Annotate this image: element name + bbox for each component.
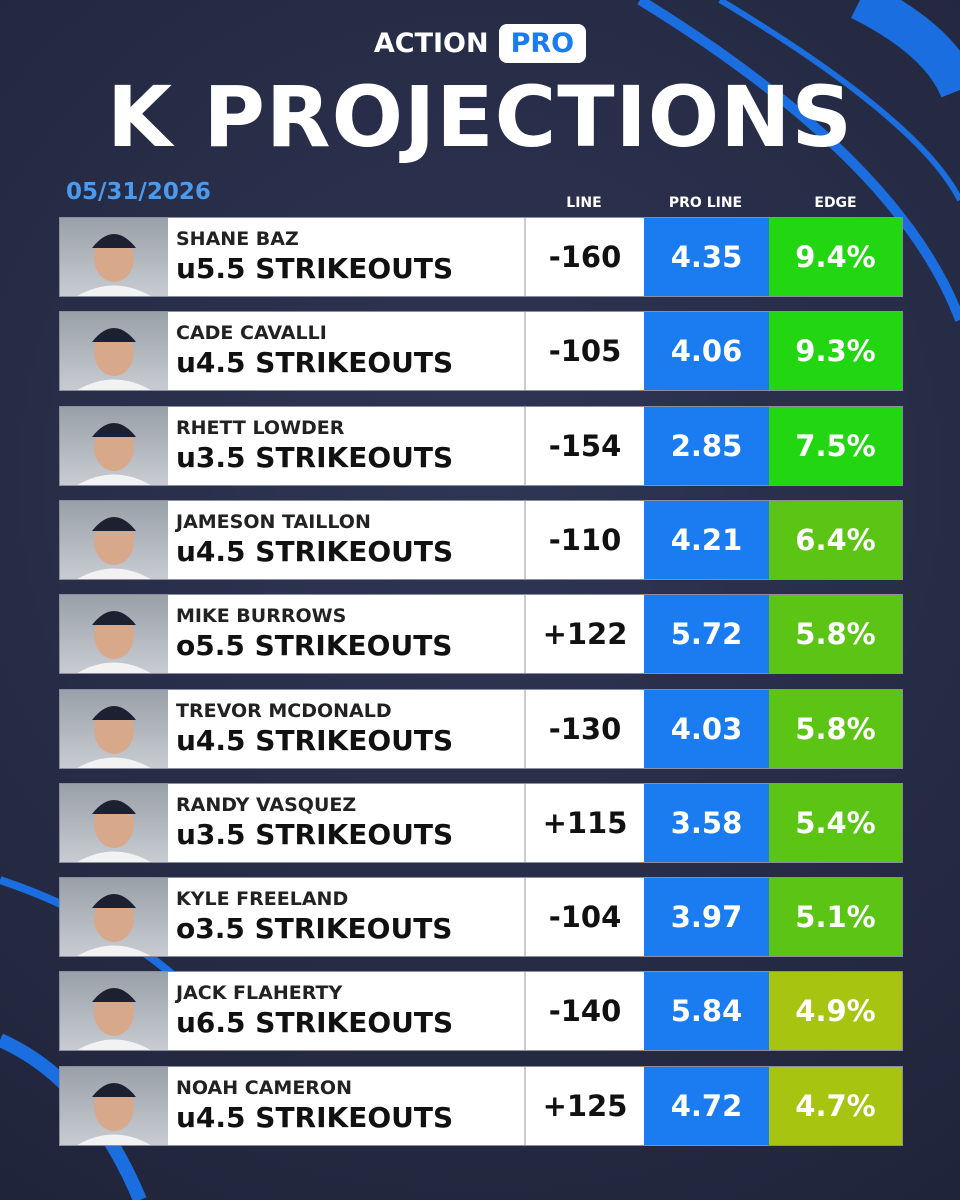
row: CADE CAVALLI u4.5 STRIKEOUTS -105 4.06 9.3% <box>59 311 903 392</box>
line: -105 <box>526 312 644 391</box>
player-photo <box>60 972 168 1051</box>
pick: u3.5 STRIKEOUTS <box>176 440 454 474</box>
column-header: PRO LINE <box>668 195 743 211</box>
line: -160 <box>526 218 644 296</box>
row: TREVOR MCDONALD u4.5 STRIKEOUTS -130 4.03 5.… <box>59 688 903 769</box>
edge: 6.4% <box>769 500 902 579</box>
pick: u4.5 STRIKEOUTS <box>176 1100 454 1134</box>
pick: u6.5 STRIKEOUTS <box>176 1006 454 1040</box>
brand-text: ACTION <box>373 28 489 59</box>
pick: o5.5 STRIKEOUTS <box>176 629 453 663</box>
pick-info: MIKE BURROWS o5.5 STRIKEOUTS <box>168 595 526 674</box>
photo-silhouette <box>77 988 151 1051</box>
edge: 9.4% <box>769 218 902 296</box>
pick-info: JAMESON TAILLON u4.5 STRIKEOUTS <box>168 500 526 579</box>
pro-line: 4.72 <box>644 1066 769 1145</box>
row: NOAH CAMERON u4.5 STRIKEOUTS +125 4.72 4.7% <box>59 1065 903 1146</box>
player-photo <box>60 595 168 674</box>
pro-line: 4.21 <box>644 500 769 579</box>
line: -140 <box>526 972 644 1051</box>
player-name: JAMESON TAILLON <box>176 510 371 533</box>
row: RANDY VASQUEZ u3.5 STRIKEOUTS +115 3.58 5.4% <box>59 782 903 863</box>
player-photo <box>60 312 168 391</box>
edge: 9.3% <box>769 312 902 391</box>
photo-silhouette <box>77 799 151 862</box>
photo-silhouette <box>77 611 151 674</box>
pro-line: 5.72 <box>644 595 769 674</box>
photo-silhouette <box>77 234 151 296</box>
brand-badge: PRO <box>498 24 587 63</box>
row: RHETT LOWDER u3.5 STRIKEOUTS -154 2.85 7.5% <box>59 405 903 486</box>
player-name: CADE CAVALLI <box>176 322 327 345</box>
pick-info: TREVOR MCDONALD u4.5 STRIKEOUTS <box>168 689 526 768</box>
title: K PROJECTIONS <box>106 68 854 166</box>
photo-silhouette <box>77 705 151 768</box>
player-name: KYLE FREELAND <box>176 888 349 911</box>
player-photo <box>60 500 168 579</box>
row: SHANE BAZ u5.5 STRIKEOUTS -160 4.35 9.4% <box>59 217 903 297</box>
player-photo <box>60 218 168 296</box>
line: -154 <box>526 406 644 485</box>
pick: o3.5 STRIKEOUTS <box>176 912 453 946</box>
line: -104 <box>526 878 644 957</box>
line: -110 <box>526 500 644 579</box>
edge: 7.5% <box>769 406 902 485</box>
photo-silhouette <box>77 328 151 391</box>
pro-line: 5.84 <box>644 972 769 1051</box>
line: -130 <box>526 689 644 768</box>
photo-silhouette <box>77 1082 151 1145</box>
column-header: LINE <box>566 195 602 211</box>
pick-info: NOAH CAMERON u4.5 STRIKEOUTS <box>168 1066 526 1145</box>
row: KYLE FREELAND o3.5 STRIKEOUTS -104 3.97 5.1% <box>59 877 903 958</box>
pick: u5.5 STRIKEOUTS <box>176 252 454 285</box>
photo-silhouette <box>77 422 151 485</box>
edge: 5.1% <box>769 878 902 957</box>
pick: u4.5 STRIKEOUTS <box>176 346 454 380</box>
edge: 5.8% <box>769 595 902 674</box>
pro-line: 2.85 <box>644 406 769 485</box>
player-photo <box>60 406 168 485</box>
player-name: SHANE BAZ <box>176 228 299 250</box>
pro-line: 3.58 <box>644 783 769 862</box>
edge: 5.8% <box>769 689 902 768</box>
player-name: RHETT LOWDER <box>176 416 345 439</box>
line: +115 <box>526 783 644 862</box>
edge: 5.4% <box>769 783 902 862</box>
line: +125 <box>526 1066 644 1145</box>
pick-info: JACK FLAHERTY u6.5 STRIKEOUTS <box>168 972 526 1051</box>
pick-info: CADE CAVALLI u4.5 STRIKEOUTS <box>168 312 526 391</box>
pro-line: 4.03 <box>644 689 769 768</box>
edge: 4.9% <box>769 972 902 1051</box>
player-photo <box>60 1066 168 1145</box>
player-photo <box>60 689 168 768</box>
date: 05/31/2026 <box>66 179 211 205</box>
player-photo <box>60 878 168 957</box>
edge: 4.7% <box>769 1066 902 1145</box>
pro-line: 4.06 <box>644 312 769 391</box>
row: JAMESON TAILLON u4.5 STRIKEOUTS -110 4.21 6.… <box>59 499 903 580</box>
pick-info: SHANE BAZ u5.5 STRIKEOUTS <box>168 218 526 296</box>
player-name: JACK FLAHERTY <box>176 982 343 1005</box>
pick-info: KYLE FREELAND o3.5 STRIKEOUTS <box>168 878 526 957</box>
pick-info: RHETT LOWDER u3.5 STRIKEOUTS <box>168 406 526 485</box>
pick: u4.5 STRIKEOUTS <box>176 534 454 568</box>
player-name: NOAH CAMERON <box>176 1076 352 1099</box>
pro-line: 3.97 <box>644 878 769 957</box>
column-header: EDGE <box>814 195 857 211</box>
pro-line: 4.35 <box>644 218 769 296</box>
brand: ACTION PRO <box>0 24 960 63</box>
row: MIKE BURROWS o5.5 STRIKEOUTS +122 5.72 5.8% <box>59 594 903 675</box>
photo-silhouette <box>77 516 151 579</box>
pick-info: RANDY VASQUEZ u3.5 STRIKEOUTS <box>168 783 526 862</box>
player-photo <box>60 783 168 862</box>
player-name: TREVOR MCDONALD <box>176 699 392 722</box>
photo-silhouette <box>77 894 151 957</box>
pick: u3.5 STRIKEOUTS <box>176 817 454 851</box>
player-name: MIKE BURROWS <box>176 605 347 628</box>
player-name: RANDY VASQUEZ <box>176 793 357 816</box>
row: JACK FLAHERTY u6.5 STRIKEOUTS -140 5.84 4.9% <box>59 971 903 1052</box>
line: +122 <box>526 595 644 674</box>
pick: u4.5 STRIKEOUTS <box>176 723 454 757</box>
